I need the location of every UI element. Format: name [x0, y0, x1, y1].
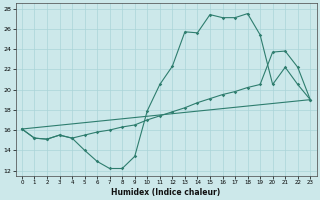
X-axis label: Humidex (Indice chaleur): Humidex (Indice chaleur)	[111, 188, 221, 197]
